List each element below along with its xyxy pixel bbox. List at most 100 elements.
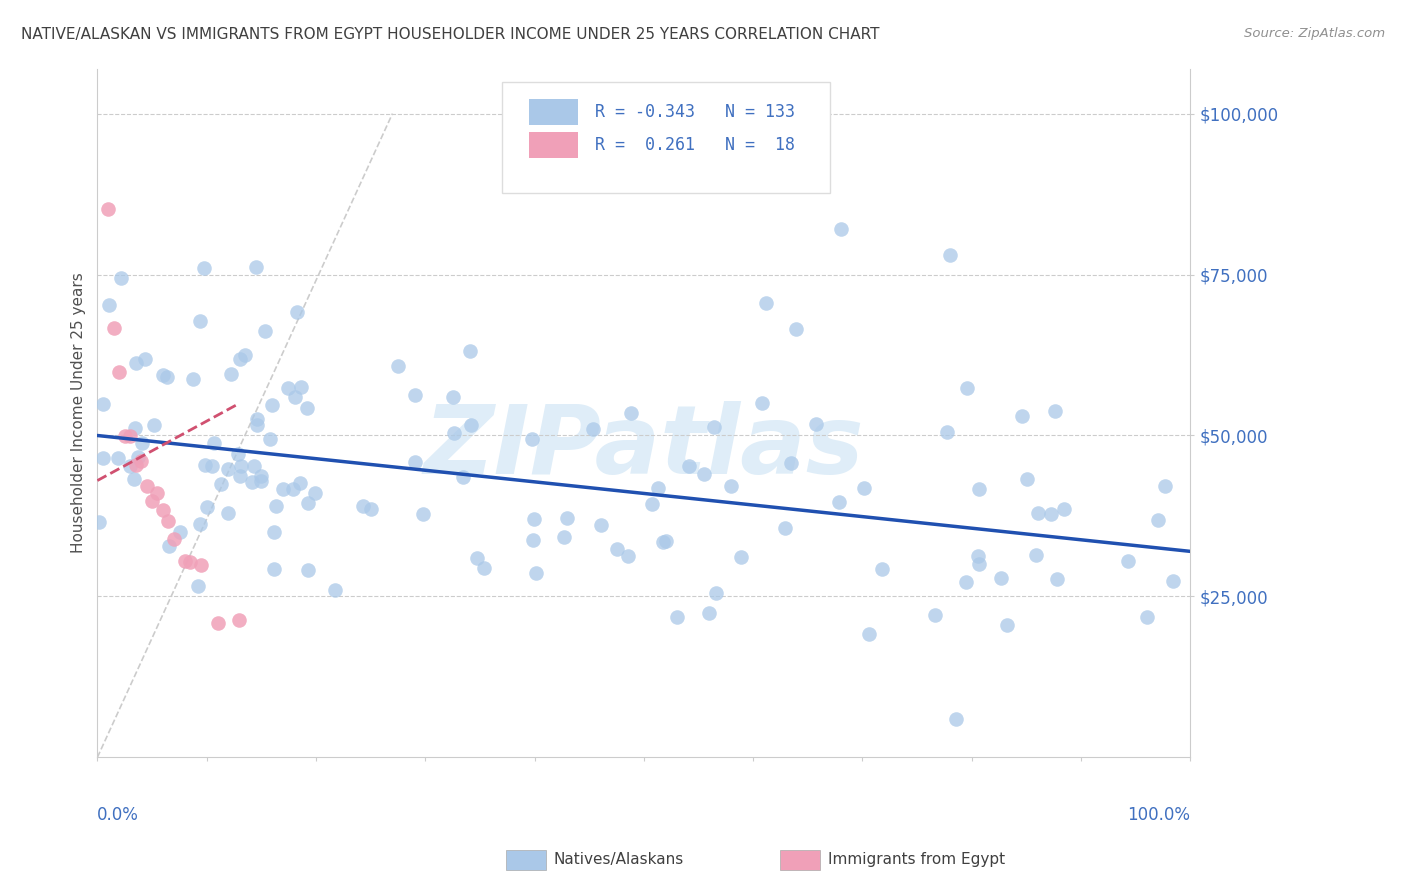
Point <box>404 455 426 469</box>
Point <box>1017 472 1039 486</box>
Point <box>249 475 271 489</box>
Point <box>124 421 146 435</box>
Point <box>207 616 229 631</box>
Point <box>190 558 212 572</box>
Point <box>97 202 120 216</box>
Point <box>127 450 149 464</box>
Point <box>246 412 269 426</box>
Point <box>277 381 299 395</box>
Point <box>323 583 346 598</box>
Point <box>720 479 742 493</box>
Point <box>202 436 225 450</box>
Point <box>107 450 129 465</box>
Point <box>945 712 967 726</box>
Point <box>1026 507 1049 521</box>
Point <box>755 296 778 310</box>
Point <box>195 500 218 515</box>
Point <box>219 367 242 381</box>
Point <box>955 575 977 590</box>
Point <box>155 370 177 384</box>
Point <box>245 260 267 275</box>
Point <box>263 562 285 576</box>
Point <box>666 609 689 624</box>
Text: Immigrants from Egypt: Immigrants from Egypt <box>828 853 1005 867</box>
Point <box>751 395 773 409</box>
Point <box>91 397 114 411</box>
Point <box>229 351 252 366</box>
Point <box>264 500 287 514</box>
Point <box>458 344 481 359</box>
Point <box>465 550 488 565</box>
Point <box>297 401 319 415</box>
Point <box>1040 507 1063 521</box>
Point <box>924 607 946 622</box>
Point <box>152 502 174 516</box>
Point <box>152 368 174 382</box>
Point <box>1046 572 1069 586</box>
Point <box>243 459 266 474</box>
Point <box>990 571 1012 585</box>
Text: NATIVE/ALASKAN VS IMMIGRANTS FROM EGYPT HOUSEHOLDER INCOME UNDER 25 YEARS CORREL: NATIVE/ALASKAN VS IMMIGRANTS FROM EGYPT … <box>21 27 880 42</box>
Point <box>91 451 114 466</box>
Point <box>647 481 669 495</box>
Y-axis label: Householder Income Under 25 years: Householder Income Under 25 years <box>72 273 86 553</box>
Point <box>217 506 239 520</box>
Point <box>804 417 827 431</box>
Point <box>935 425 957 440</box>
Point <box>1116 554 1139 568</box>
FancyBboxPatch shape <box>529 99 578 125</box>
Point <box>1136 609 1159 624</box>
Point <box>606 542 628 557</box>
Point <box>201 459 224 474</box>
Point <box>443 425 465 440</box>
Point <box>193 261 215 276</box>
Point <box>641 497 664 511</box>
Point <box>141 493 163 508</box>
Point <box>120 458 142 473</box>
Point <box>131 436 153 450</box>
Point <box>284 390 307 404</box>
Point <box>217 462 239 476</box>
Point <box>259 432 281 446</box>
FancyBboxPatch shape <box>502 82 830 193</box>
Point <box>352 499 374 513</box>
FancyBboxPatch shape <box>529 132 578 158</box>
Point <box>157 540 180 554</box>
Text: Source: ZipAtlas.com: Source: ZipAtlas.com <box>1244 27 1385 40</box>
Point <box>730 549 752 564</box>
Point <box>1161 574 1184 588</box>
Point <box>703 420 725 434</box>
Point <box>122 471 145 485</box>
Point <box>617 549 640 564</box>
Point <box>697 606 720 620</box>
Point <box>360 501 382 516</box>
Point <box>110 271 132 285</box>
Point <box>785 322 807 336</box>
Text: R =  0.261   N =  18: R = 0.261 N = 18 <box>595 136 794 154</box>
Point <box>250 469 273 483</box>
Point <box>460 417 482 432</box>
Point <box>226 447 249 461</box>
Point <box>163 533 186 547</box>
Point <box>97 298 120 312</box>
Point <box>194 458 217 472</box>
Point <box>103 321 125 335</box>
Text: R = -0.343   N = 133: R = -0.343 N = 133 <box>595 103 794 121</box>
Point <box>773 521 796 535</box>
Point <box>271 482 294 496</box>
Point <box>129 454 152 468</box>
Point <box>1053 501 1076 516</box>
Point <box>412 507 434 521</box>
Text: Natives/Alaskans: Natives/Alaskans <box>554 853 685 867</box>
Point <box>108 365 131 379</box>
Point <box>228 614 250 628</box>
Point <box>870 562 893 576</box>
Point <box>124 458 146 472</box>
Point <box>1011 409 1033 424</box>
Point <box>651 535 673 549</box>
Point <box>290 476 312 491</box>
Point <box>852 481 875 495</box>
Point <box>956 381 979 395</box>
Point <box>779 456 801 470</box>
Point <box>285 304 308 318</box>
